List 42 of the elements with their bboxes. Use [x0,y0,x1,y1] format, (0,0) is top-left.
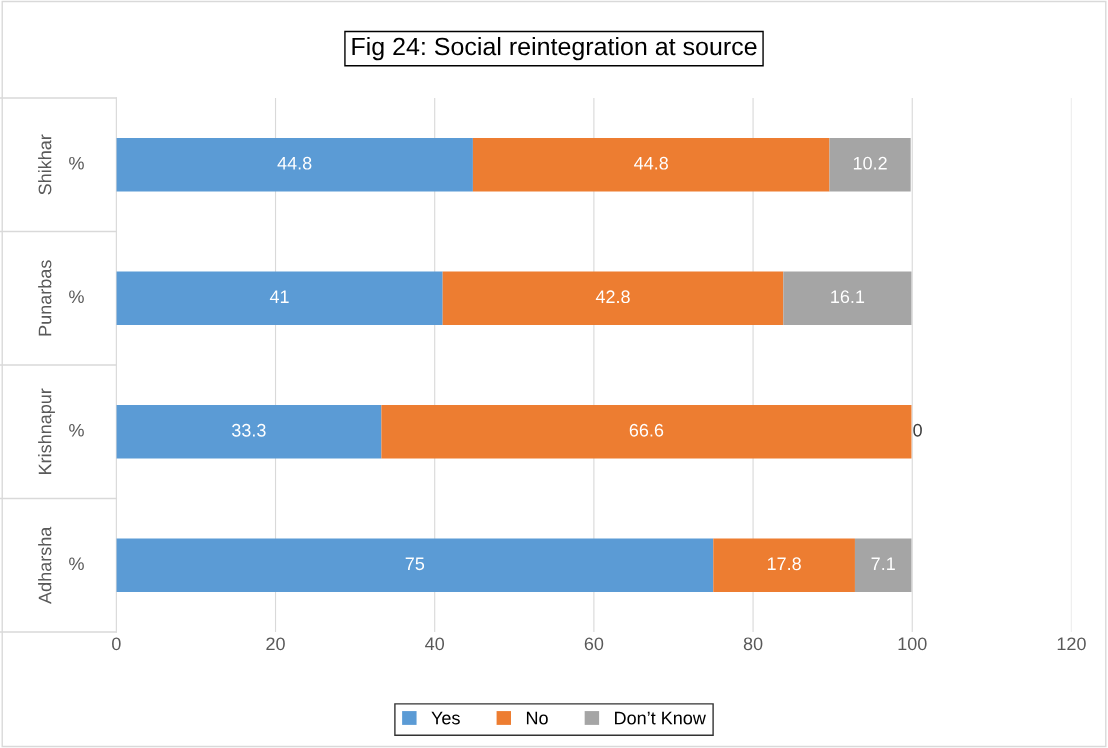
x-tick-label: 20 [266,637,285,651]
data-label: 16.1 [831,290,865,304]
data-label: 66.6 [629,423,664,437]
x-tick-label: 40 [425,637,445,651]
y-tick-label: Shikhar [38,134,52,195]
x-tick-label: 100 [898,637,927,651]
bar [472,138,830,192]
data-label: 75 [405,557,425,571]
x-tick-label: 0 [112,637,121,651]
data-label: 17.8 [767,557,801,571]
y-tick-label: Adharsha [38,526,52,604]
legend-label: Don’t Know [615,711,706,725]
bar [116,405,382,459]
chart-title: Fig 24: Social reintegration at source [352,36,757,61]
bar [116,538,714,592]
bar [713,538,855,592]
bar [381,405,912,459]
legend-label: Yes [431,711,460,725]
y-tick-label: Krishnapur [38,388,55,474]
text: % [69,156,84,170]
bar [116,138,473,192]
text: % [69,557,84,571]
data-label: 42.8 [595,290,630,304]
data-label: 41 [269,290,289,303]
bar [442,271,784,325]
data-label: 0 [913,423,922,437]
data-label: 44.8 [277,156,312,170]
bar [116,271,443,325]
legend-label: No [526,711,548,725]
bar [783,271,912,325]
x-tick-label: 120 [1057,637,1086,651]
bar [854,538,912,592]
bar [829,138,911,192]
data-label: 33.3 [231,423,266,437]
data-label: 7.1 [871,557,895,570]
text: % [69,423,84,437]
data-label: 10.2 [853,156,887,170]
y-tick-label: Punarbas [38,260,52,336]
data-label: 44.8 [634,156,668,170]
text: % [69,290,84,304]
x-tick-label: 60 [584,637,604,651]
x-tick-label: 80 [743,637,763,651]
